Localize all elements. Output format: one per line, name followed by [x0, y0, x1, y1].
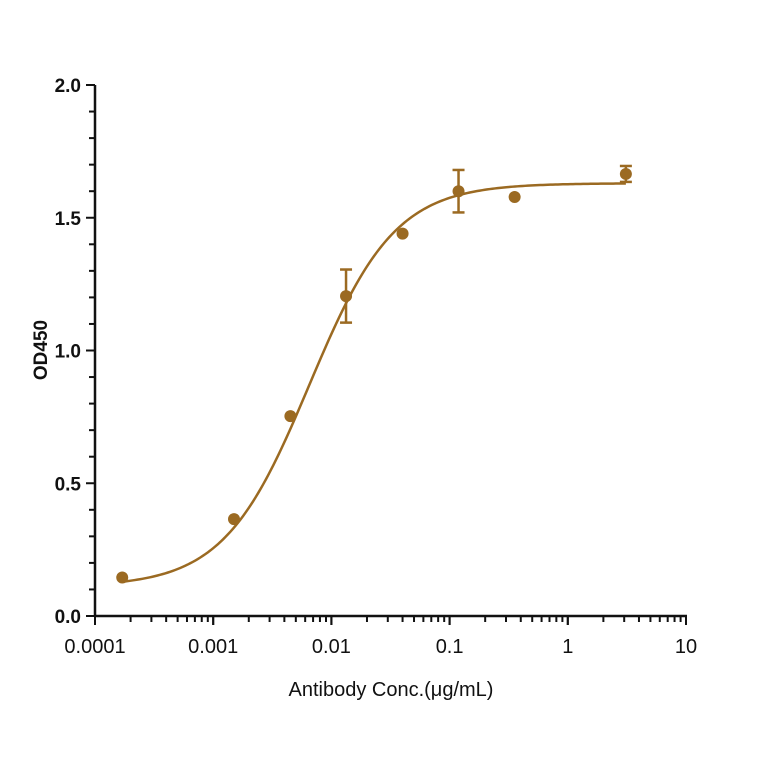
y-axis-title: OD450: [31, 320, 52, 380]
data-point: [284, 410, 297, 423]
data-point: [228, 513, 241, 526]
data-point: [396, 227, 409, 240]
fit-curve: [122, 182, 626, 584]
y-tick-label: 0.5: [55, 474, 82, 495]
y-tick-label: 1.0: [55, 342, 81, 363]
y-tick-label: 2.0: [55, 76, 81, 97]
x-axis: 0.0001 0.001 0.01 0.1 1 10: [64, 614, 697, 658]
y-axis: 0.0 0.5 1.0 1.5 2.0: [55, 76, 97, 628]
x-tick-label: 10: [675, 636, 697, 658]
x-tick-label: 1: [562, 636, 573, 658]
data-point: [619, 164, 632, 184]
x-tick-label: 0.0001: [64, 636, 125, 658]
x-axis-title: Antibody Conc.(μg/mL): [289, 679, 494, 701]
data-points: [116, 164, 632, 584]
data-point: [116, 571, 129, 584]
data-point: [340, 268, 353, 324]
x-tick-label: 0.01: [312, 636, 351, 658]
x-tick-label: 0.001: [188, 636, 238, 658]
x-tick-label: 0.1: [436, 636, 464, 658]
y-tick-label: 0.0: [55, 607, 81, 628]
data-point: [508, 191, 521, 204]
data-point: [452, 168, 465, 214]
y-tick-label: 1.5: [55, 209, 82, 230]
